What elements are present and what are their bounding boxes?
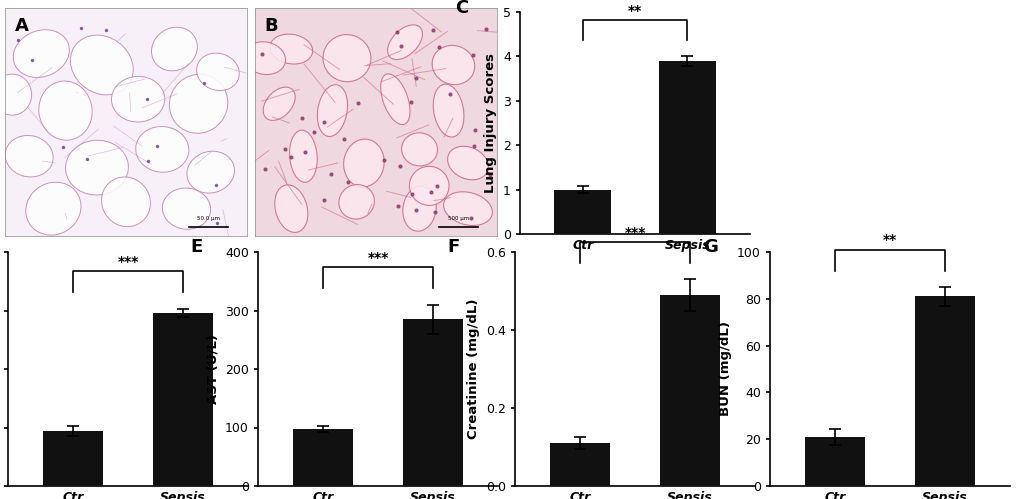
Ellipse shape [136, 127, 189, 172]
Y-axis label: Creatinine (mg/dL): Creatinine (mg/dL) [467, 299, 480, 439]
Ellipse shape [338, 185, 374, 219]
Y-axis label: BUN (mg/dL): BUN (mg/dL) [717, 321, 731, 417]
Bar [659, 295, 718, 486]
Ellipse shape [186, 151, 234, 193]
Text: 500 μm: 500 μm [447, 216, 469, 221]
Bar [403, 319, 462, 486]
Ellipse shape [380, 74, 410, 125]
Ellipse shape [289, 130, 317, 182]
Ellipse shape [432, 45, 474, 85]
Ellipse shape [39, 81, 92, 140]
Ellipse shape [169, 74, 227, 133]
Ellipse shape [0, 74, 32, 115]
Ellipse shape [387, 25, 422, 59]
Ellipse shape [263, 87, 294, 120]
Bar [914, 296, 973, 486]
Ellipse shape [447, 146, 488, 180]
Ellipse shape [65, 140, 128, 195]
Ellipse shape [13, 30, 69, 77]
Ellipse shape [244, 42, 285, 74]
Text: E: E [191, 238, 203, 256]
Text: **: ** [628, 4, 642, 18]
Ellipse shape [274, 185, 308, 233]
Ellipse shape [343, 139, 384, 187]
Ellipse shape [433, 84, 464, 137]
Ellipse shape [317, 85, 347, 137]
Bar [550, 443, 609, 486]
Bar [153, 313, 212, 486]
Y-axis label: Lung Injury Scores: Lung Injury Scores [484, 53, 497, 193]
Text: ***: *** [624, 226, 645, 240]
Ellipse shape [403, 186, 436, 231]
Ellipse shape [111, 76, 164, 122]
Ellipse shape [270, 34, 313, 64]
Y-axis label: AST (U/L): AST (U/L) [206, 334, 219, 404]
Ellipse shape [197, 53, 239, 90]
Bar [293, 429, 354, 486]
Text: **: ** [882, 234, 897, 248]
Text: F: F [447, 238, 460, 256]
Ellipse shape [323, 34, 371, 82]
Text: 50.0 μm: 50.0 μm [197, 216, 219, 221]
Ellipse shape [152, 27, 197, 71]
Text: ***: *** [117, 255, 139, 269]
Text: ***: *** [367, 251, 388, 265]
Bar [805, 437, 864, 486]
Ellipse shape [5, 135, 53, 177]
Ellipse shape [102, 177, 151, 227]
Text: A: A [14, 17, 29, 35]
Text: G: G [702, 238, 717, 256]
Ellipse shape [409, 166, 448, 206]
Bar [658, 61, 715, 234]
Ellipse shape [162, 188, 211, 229]
Text: B: B [264, 17, 278, 35]
Bar [553, 190, 610, 234]
Ellipse shape [70, 35, 133, 95]
Bar [44, 431, 103, 486]
Ellipse shape [443, 192, 492, 226]
Ellipse shape [25, 182, 81, 235]
Text: C: C [455, 0, 469, 16]
Ellipse shape [401, 133, 437, 166]
